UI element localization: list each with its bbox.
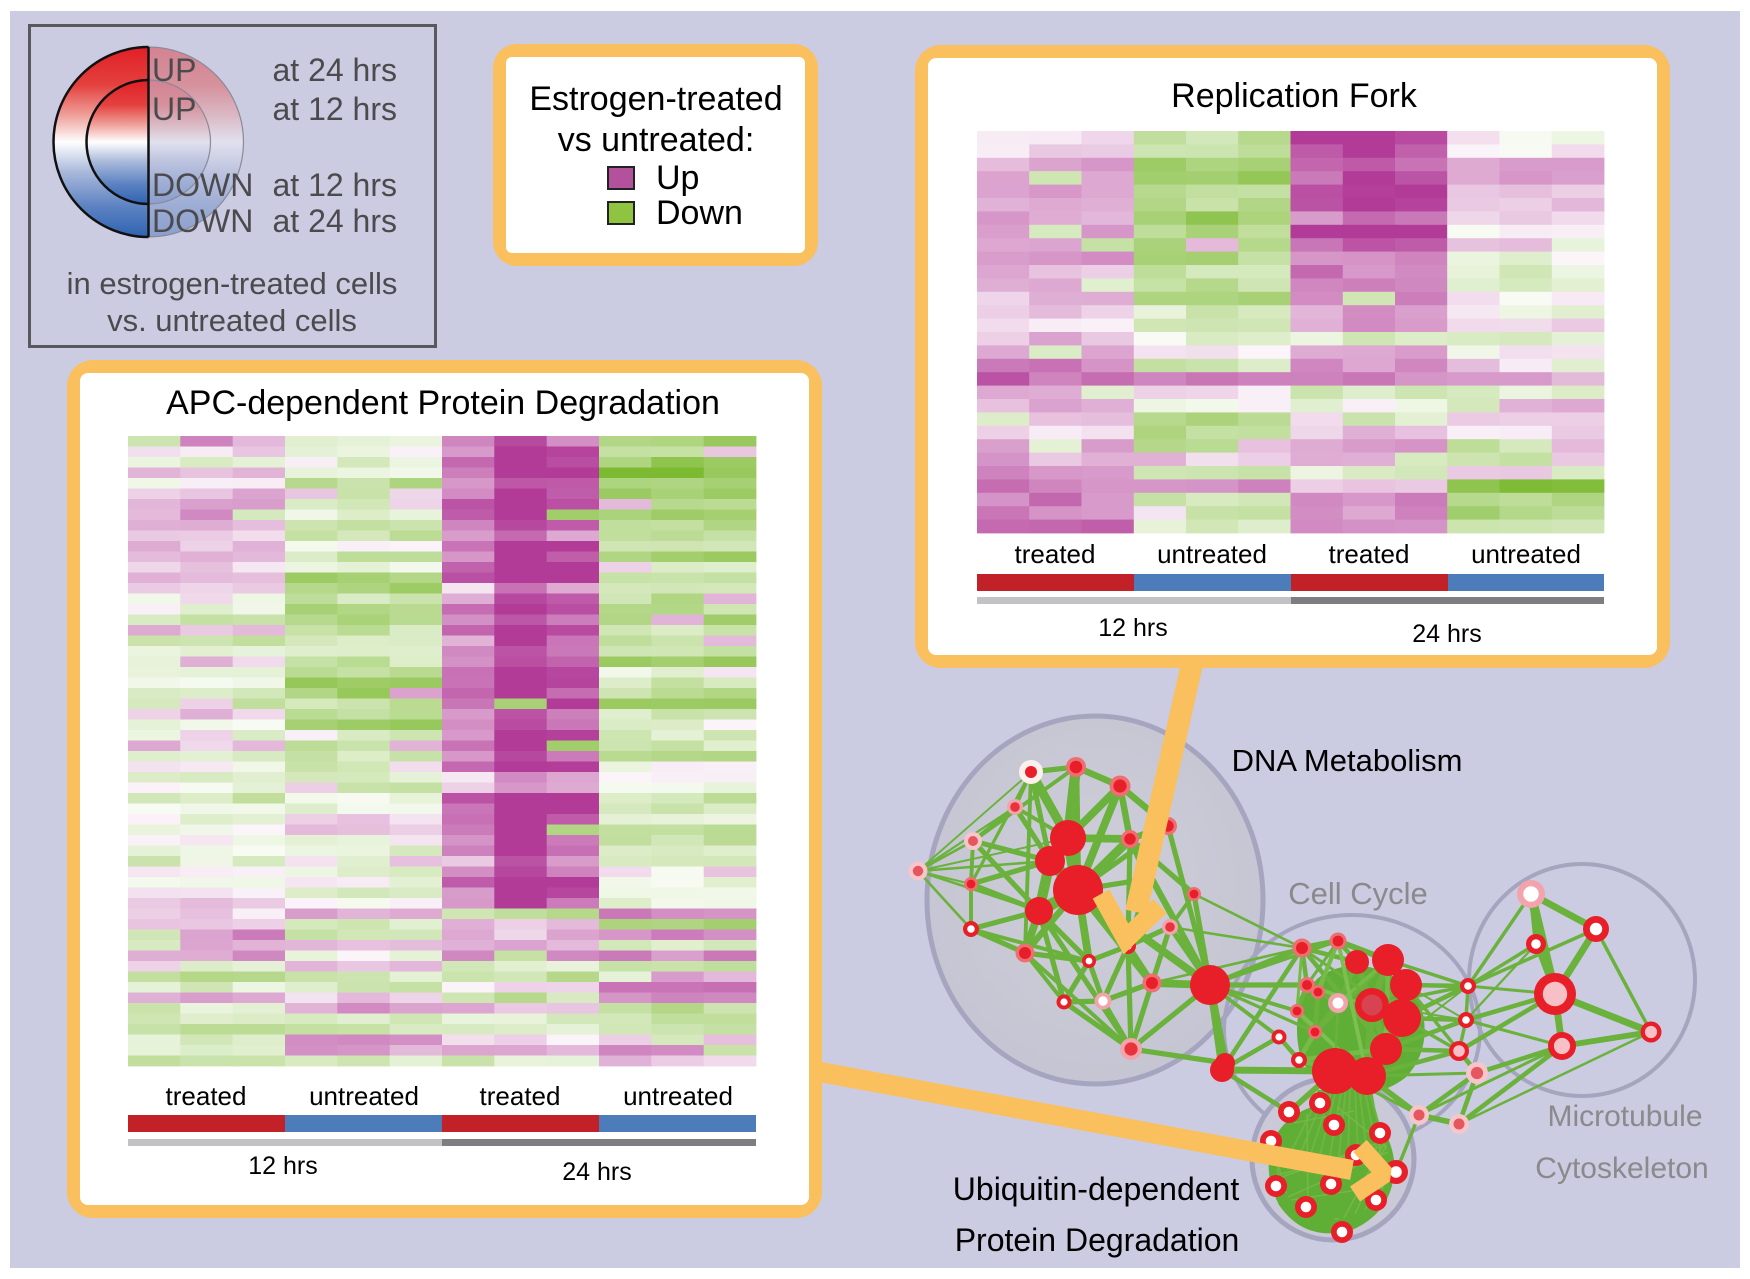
svg-text:Estrogen-treated: Estrogen-treated <box>529 80 782 118</box>
svg-text:Replication Fork: Replication Fork <box>1171 77 1418 115</box>
svg-text:in estrogen-treated cells: in estrogen-treated cells <box>67 266 398 301</box>
svg-text:Up: Up <box>656 159 699 197</box>
svg-text:Microtubule: Microtubule <box>1547 1100 1702 1133</box>
svg-text:DOWN: DOWN <box>152 203 253 239</box>
svg-text:treated: treated <box>1015 539 1096 569</box>
svg-text:at 24 hrs: at 24 hrs <box>272 203 397 239</box>
svg-text:DNA Metabolism: DNA Metabolism <box>1232 743 1463 778</box>
svg-text:DOWN: DOWN <box>152 167 253 203</box>
svg-text:12 hrs: 12 hrs <box>1098 614 1167 642</box>
svg-text:12 hrs: 12 hrs <box>248 1152 317 1180</box>
svg-text:Protein Degradation: Protein Degradation <box>955 1222 1240 1258</box>
svg-text:at 12 hrs: at 12 hrs <box>272 91 397 127</box>
svg-text:Down: Down <box>656 194 743 232</box>
svg-text:Cell Cycle: Cell Cycle <box>1288 876 1428 911</box>
svg-text:Ubiquitin-dependent: Ubiquitin-dependent <box>953 1171 1240 1207</box>
svg-text:vs. untreated cells: vs. untreated cells <box>107 303 357 338</box>
svg-text:vs untreated:: vs untreated: <box>558 121 755 159</box>
svg-text:Cytoskeleton: Cytoskeleton <box>1535 1152 1708 1185</box>
svg-text:at 24 hrs: at 24 hrs <box>272 52 397 88</box>
svg-text:untreated: untreated <box>309 1081 419 1111</box>
svg-text:treated: treated <box>480 1081 561 1111</box>
svg-text:APC-dependent Protein Degradat: APC-dependent Protein Degradation <box>166 384 720 422</box>
svg-text:UP: UP <box>152 52 196 88</box>
svg-text:untreated: untreated <box>1157 539 1267 569</box>
svg-text:UP: UP <box>152 91 196 127</box>
svg-text:treated: treated <box>166 1081 247 1111</box>
svg-text:treated: treated <box>1329 539 1410 569</box>
svg-text:24 hrs: 24 hrs <box>562 1158 631 1186</box>
svg-text:untreated: untreated <box>623 1081 733 1111</box>
svg-text:untreated: untreated <box>1471 539 1581 569</box>
svg-text:24 hrs: 24 hrs <box>1412 620 1481 648</box>
svg-text:at 12 hrs: at 12 hrs <box>272 167 397 203</box>
